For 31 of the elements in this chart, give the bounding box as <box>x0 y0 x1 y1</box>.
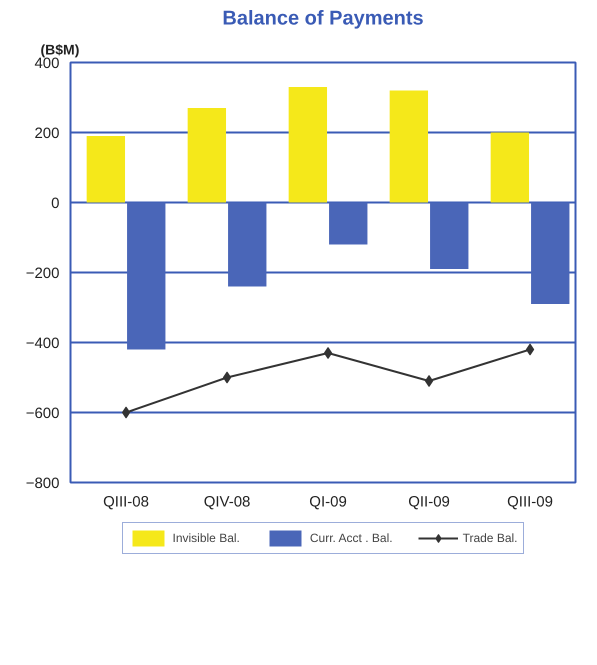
point <box>122 406 130 418</box>
point <box>424 375 434 387</box>
bar <box>188 108 226 202</box>
bar <box>127 202 166 350</box>
point <box>526 344 534 356</box>
y-tick-label: −800 <box>26 475 60 492</box>
bar <box>329 202 368 244</box>
x-tick-label: QII-09 <box>408 494 450 510</box>
y-tick-label: 200 <box>34 125 60 142</box>
x-tick-label: QI-09 <box>309 494 347 510</box>
point <box>222 372 232 384</box>
x-tick-label: QIII-08 <box>103 494 149 510</box>
bar <box>430 202 468 269</box>
bar <box>390 90 428 202</box>
bar <box>86 136 126 202</box>
point <box>324 347 332 359</box>
y-tick-label: −200 <box>26 265 60 282</box>
x-tick-label: QIII-09 <box>507 494 553 510</box>
x-tick-label: QIV-08 <box>204 494 250 510</box>
y-tick-label: −600 <box>26 405 60 422</box>
bar <box>228 202 266 286</box>
bar <box>490 132 530 202</box>
legend-label: Curr. Acct . Bal. <box>310 531 393 545</box>
legend-label: Invisible Bal. <box>172 531 240 545</box>
bar <box>531 202 570 304</box>
bar <box>288 87 328 202</box>
legend-label: Trade Bal. <box>462 531 518 545</box>
y-axis-title: (B$M) <box>40 42 80 58</box>
chart-title: Balance of Payments <box>222 8 424 30</box>
y-tick-label: 0 <box>51 195 60 212</box>
y-tick-label: −400 <box>26 335 60 352</box>
